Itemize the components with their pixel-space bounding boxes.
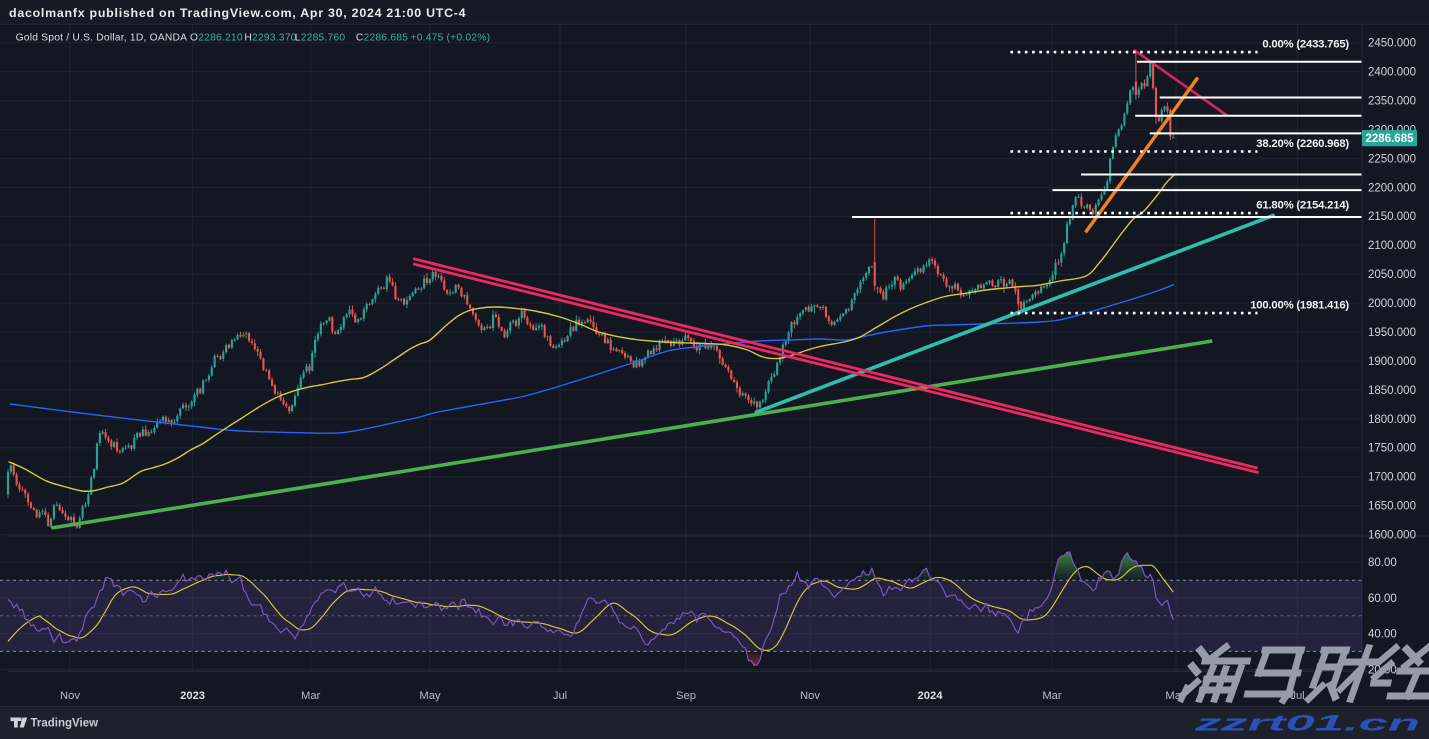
- svg-text:1800.000: 1800.000: [1368, 414, 1416, 426]
- svg-text:Nov: Nov: [800, 690, 820, 702]
- svg-text:0.00% (2433.765): 0.00% (2433.765): [1262, 39, 1349, 51]
- svg-text:TradingView: TradingView: [31, 718, 99, 730]
- svg-text:100.00% (1981.416): 100.00% (1981.416): [1250, 300, 1349, 312]
- svg-text:Mar: Mar: [301, 690, 321, 702]
- svg-text:2000.000: 2000.000: [1368, 298, 1416, 310]
- svg-text:2286.685: 2286.685: [1366, 133, 1415, 145]
- svg-text:1600.000: 1600.000: [1368, 530, 1416, 542]
- svg-text:2100.000: 2100.000: [1368, 240, 1416, 252]
- svg-text:Nov: Nov: [60, 690, 80, 702]
- svg-text:May: May: [419, 690, 441, 702]
- svg-text:C2286.685: C2286.685: [356, 33, 408, 44]
- svg-text:+0.475 (+0.02%): +0.475 (+0.02%): [411, 33, 491, 44]
- svg-text:1900.000: 1900.000: [1368, 356, 1416, 368]
- svg-text:1650.000: 1650.000: [1368, 501, 1416, 513]
- svg-text:Jul: Jul: [553, 690, 567, 702]
- svg-text:1750.000: 1750.000: [1368, 443, 1416, 455]
- svg-text:zzrt01.cn: zzrt01.cn: [1193, 711, 1420, 736]
- svg-text:dacolmanfx published on Tradin: dacolmanfx published on TradingView.com,…: [9, 6, 466, 20]
- svg-text:80.00: 80.00: [1368, 557, 1397, 569]
- svg-text:2023: 2023: [180, 690, 205, 702]
- svg-text:H2293.370: H2293.370: [244, 33, 296, 44]
- svg-text:60.00: 60.00: [1368, 593, 1397, 605]
- svg-text:38.20% (2260.968): 38.20% (2260.968): [1256, 138, 1349, 150]
- svg-text:2400.000: 2400.000: [1368, 67, 1416, 79]
- svg-text:40.00: 40.00: [1368, 629, 1397, 641]
- svg-text:2050.000: 2050.000: [1368, 269, 1416, 281]
- svg-text:2450.000: 2450.000: [1368, 38, 1416, 50]
- svg-text:2350.000: 2350.000: [1368, 96, 1416, 108]
- svg-text:1700.000: 1700.000: [1368, 472, 1416, 484]
- svg-text:2250.000: 2250.000: [1368, 153, 1416, 165]
- svg-text:O2286.210: O2286.210: [190, 33, 243, 44]
- svg-text:L2285.760: L2285.760: [295, 33, 346, 44]
- svg-text:Sep: Sep: [676, 690, 696, 702]
- svg-text:2150.000: 2150.000: [1368, 211, 1416, 223]
- svg-text:2200.000: 2200.000: [1368, 182, 1416, 194]
- svg-text:1850.000: 1850.000: [1368, 385, 1416, 397]
- svg-text:Gold Spot / U.S. Dollar, 1D, O: Gold Spot / U.S. Dollar, 1D, OANDA: [16, 33, 188, 44]
- svg-text:Mar: Mar: [1042, 690, 1062, 702]
- svg-text:Jul: Jul: [1290, 690, 1304, 702]
- svg-text:1950.000: 1950.000: [1368, 327, 1416, 339]
- svg-text:2024: 2024: [918, 690, 944, 702]
- svg-text:61.80% (2154.214): 61.80% (2154.214): [1256, 200, 1349, 212]
